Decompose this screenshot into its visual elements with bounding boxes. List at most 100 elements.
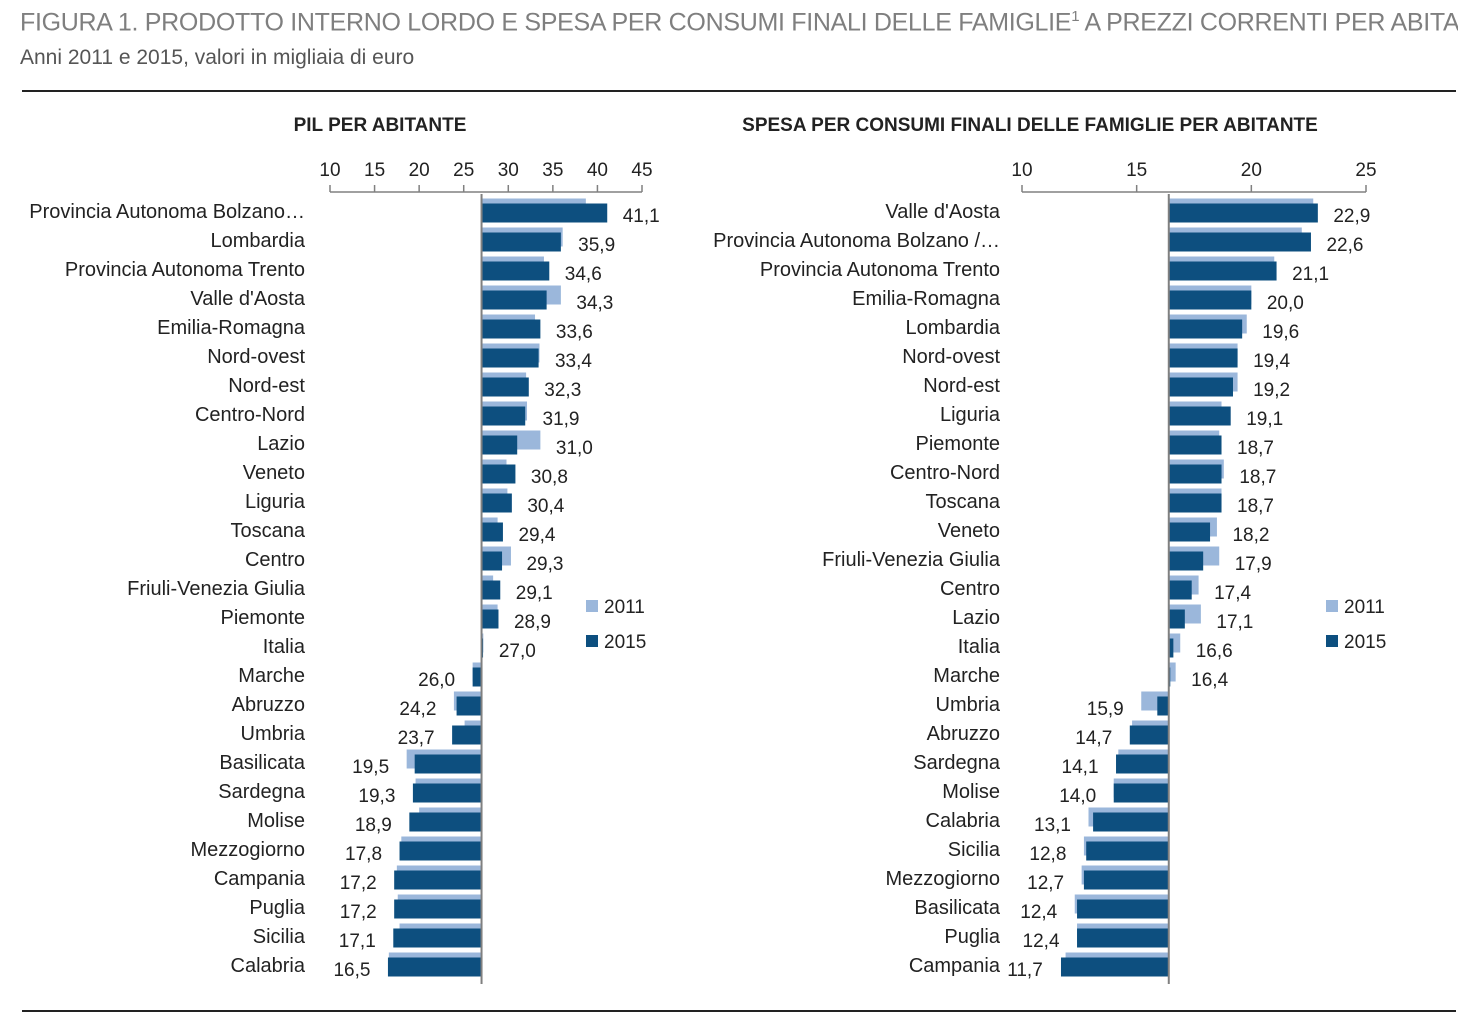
spesa-chart-title: SPESA PER CONSUMI FINALI DELLE FAMIGLIE … [742,115,1318,136]
pil-tick-label: 40 [587,160,608,181]
pil-category-label: Umbria [241,723,306,745]
pil-value-label: 18,9 [355,815,392,836]
figure-title-main: FIGURA 1. PRODOTTO INTERNO LORDO E SPESA… [20,8,1072,37]
spesa-bar-2015 [1168,377,1233,397]
spesa-legend-swatch-2011 [1326,600,1338,612]
pil-value-label: 30,8 [531,467,568,488]
pil-bar-2015 [481,261,550,281]
spesa-category-label: Provincia Autonoma Trento [760,259,1000,281]
pil-tick-label: 10 [319,160,340,181]
pil-bar-2015 [394,899,482,919]
pil-value-label: 24,2 [399,699,436,720]
spesa-bar-2015 [1077,928,1169,948]
pil-value-label: 19,5 [352,757,389,778]
pil-value-label: 17,8 [345,844,382,865]
spesa-bar-2015 [1168,609,1185,629]
spesa-value-label: 22,6 [1326,235,1363,256]
pil-category-label: Liguria [245,491,306,513]
spesa-legend-label-2011: 2011 [1344,597,1385,618]
spesa-bar-2015 [1086,841,1169,861]
spesa-value-label: 22,9 [1333,206,1370,227]
spesa-category-label: Nord-ovest [902,346,1000,368]
pil-bar-2015 [409,812,482,832]
pil-category-label: Nord-est [228,375,305,397]
spesa-bar-2015 [1116,754,1169,774]
spesa-bar-2015 [1168,522,1211,542]
spesa-value-label: 13,1 [1034,815,1071,836]
pil-value-label: 31,9 [543,409,580,430]
pil-value-label: 41,1 [623,206,660,227]
spesa-bar-2015 [1168,638,1174,658]
spesa-category-label: Campania [909,955,1001,977]
pil-bar-2015 [481,319,541,339]
spesa-value-label: 19,2 [1253,380,1290,401]
pil-category-label: Emilia-Romagna [157,317,306,339]
pil-value-label: 33,6 [556,322,593,343]
pil-value-label: 17,2 [340,902,377,923]
spesa-tick-label: 15 [1126,160,1147,181]
spesa-tick-label: 10 [1011,160,1032,181]
spesa-bar-2015 [1168,464,1222,484]
pil-value-label: 29,3 [526,554,563,575]
spesa-category-label: Lazio [952,607,1000,629]
spesa-category-label: Liguria [940,404,1001,426]
spesa-value-label: 17,4 [1214,583,1251,604]
spesa-category-label: Italia [958,636,1001,658]
spesa-bar-2015 [1060,957,1169,977]
pil-tick-label: 15 [364,160,385,181]
pil-category-label: Basilicata [219,752,305,774]
pil-bar-2015 [481,435,518,455]
spesa-category-label: Sardegna [913,752,1001,774]
pil-bar-2015 [481,377,529,397]
spesa-bar-2015 [1157,696,1169,716]
spesa-tick-label: 20 [1241,160,1262,181]
spesa-value-label: 12,8 [1029,844,1066,865]
pil-bar-2015 [481,493,512,513]
spesa-bar-2015 [1168,493,1222,513]
pil-legend-label-2015: 2015 [604,632,646,653]
pil-category-label: Nord-ovest [207,346,305,368]
spesa-value-label: 12,7 [1027,873,1064,894]
spesa-category-label: Calabria [926,810,1001,832]
spesa-category-label: Marche [933,665,1000,687]
pil-category-label: Valle d'Aosta [190,288,306,310]
spesa-bar-2015 [1113,783,1169,803]
spesa-bar-2011 [1168,633,1181,653]
spesa-value-label: 12,4 [1020,902,1057,923]
spesa-tick-label: 25 [1355,160,1376,181]
spesa-value-label: 19,4 [1253,351,1290,372]
pil-bar-2015 [481,551,503,571]
pil-category-label: Centro-Nord [195,404,305,426]
pil-category-label: Veneto [243,462,305,484]
spesa-bar-2015 [1168,232,1311,252]
spesa-value-label: 12,4 [1023,931,1060,952]
pil-category-label: Lombardia [210,230,305,252]
spesa-category-label: Provincia Autonoma Bolzano /… [713,230,1000,252]
pil-category-label: Marche [238,665,305,687]
spesa-bar-2015 [1168,406,1231,426]
spesa-value-label: 18,7 [1237,496,1274,517]
pil-bar-2015 [481,348,539,368]
spesa-category-label: Abruzzo [927,723,1000,745]
pil-category-label: Provincia Autonoma Trento [65,259,305,281]
spesa-bar-2015 [1168,580,1192,600]
spesa-value-label: 18,7 [1237,438,1274,459]
pil-category-label: Campania [214,868,306,890]
pil-category-label: Calabria [231,955,306,977]
spesa-value-label: 16,6 [1196,641,1233,662]
spesa-value-label: 17,1 [1216,612,1253,633]
pil-category-label: Toscana [231,520,306,542]
pil-value-label: 30,4 [527,496,564,517]
pil-category-label: Lazio [257,433,305,455]
spesa-category-label: Veneto [938,520,1000,542]
spesa-category-label: Nord-est [923,375,1000,397]
pil-bar-2015 [481,609,499,629]
pil-value-label: 27,0 [499,641,536,662]
pil-tick-label: 45 [631,160,652,181]
pil-value-label: 26,0 [418,670,455,691]
pil-value-label: 23,7 [398,728,435,749]
pil-bar-2015 [481,464,516,484]
pil-category-label: Piemonte [221,607,306,629]
pil-value-label: 28,9 [514,612,551,633]
pil-tick-label: 35 [542,160,563,181]
